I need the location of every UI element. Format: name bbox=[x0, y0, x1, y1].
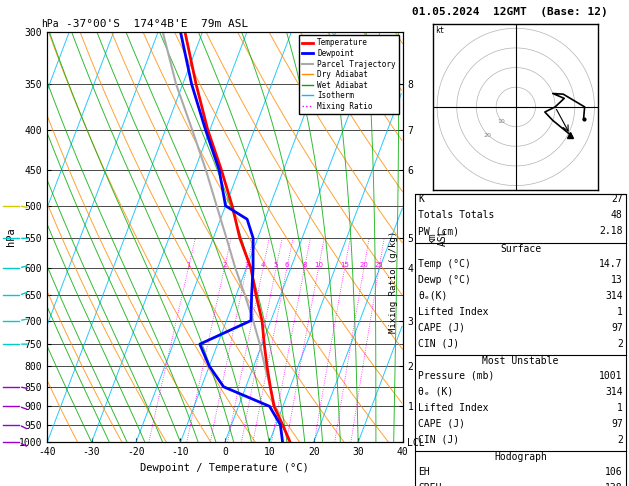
Legend: Temperature, Dewpoint, Parcel Trajectory, Dry Adiabat, Wet Adiabat, Isotherm, Mi: Temperature, Dewpoint, Parcel Trajectory… bbox=[299, 35, 399, 114]
Text: 1: 1 bbox=[617, 307, 623, 317]
Text: 2: 2 bbox=[617, 435, 623, 445]
Text: hPa: hPa bbox=[41, 19, 58, 29]
Text: 1001: 1001 bbox=[599, 371, 623, 381]
Y-axis label: km
ASL: km ASL bbox=[426, 228, 448, 246]
Text: Hodograph: Hodograph bbox=[494, 452, 547, 463]
Text: 97: 97 bbox=[611, 419, 623, 429]
Text: Dewp (°C): Dewp (°C) bbox=[418, 275, 471, 285]
Text: 138: 138 bbox=[605, 483, 623, 486]
Text: Most Unstable: Most Unstable bbox=[482, 356, 559, 366]
Text: Surface: Surface bbox=[500, 244, 541, 254]
Text: kt: kt bbox=[435, 26, 444, 35]
Text: EH: EH bbox=[418, 467, 430, 477]
Text: 20: 20 bbox=[484, 133, 491, 138]
Text: CAPE (J): CAPE (J) bbox=[418, 419, 465, 429]
Text: 314: 314 bbox=[605, 291, 623, 301]
Text: 01.05.2024  12GMT  (Base: 12): 01.05.2024 12GMT (Base: 12) bbox=[412, 7, 608, 17]
Text: 25: 25 bbox=[375, 262, 384, 268]
Text: θₑ(K): θₑ(K) bbox=[418, 291, 448, 301]
Text: K: K bbox=[418, 194, 424, 205]
Text: Totals Totals: Totals Totals bbox=[418, 210, 494, 221]
Text: CAPE (J): CAPE (J) bbox=[418, 323, 465, 333]
Text: SREH: SREH bbox=[418, 483, 442, 486]
Text: PW (cm): PW (cm) bbox=[418, 226, 459, 237]
Y-axis label: hPa: hPa bbox=[6, 227, 16, 246]
Text: 4: 4 bbox=[261, 262, 265, 268]
Text: 14.7: 14.7 bbox=[599, 259, 623, 269]
Text: 8: 8 bbox=[303, 262, 307, 268]
Text: 48: 48 bbox=[611, 210, 623, 221]
Text: Mixing Ratio (g/kg): Mixing Ratio (g/kg) bbox=[389, 231, 398, 333]
Text: Lifted Index: Lifted Index bbox=[418, 403, 489, 413]
Text: CIN (J): CIN (J) bbox=[418, 435, 459, 445]
Text: 6: 6 bbox=[285, 262, 289, 268]
Text: 27: 27 bbox=[611, 194, 623, 205]
Text: 5: 5 bbox=[274, 262, 278, 268]
Text: Pressure (mb): Pressure (mb) bbox=[418, 371, 494, 381]
Text: -37°00'S  174°4B'E  79m ASL: -37°00'S 174°4B'E 79m ASL bbox=[66, 19, 248, 29]
Text: 106: 106 bbox=[605, 467, 623, 477]
Text: θₑ (K): θₑ (K) bbox=[418, 387, 454, 397]
Text: 1: 1 bbox=[186, 262, 191, 268]
Text: Temp (°C): Temp (°C) bbox=[418, 259, 471, 269]
Text: 1: 1 bbox=[617, 403, 623, 413]
Text: 13: 13 bbox=[611, 275, 623, 285]
Text: CIN (J): CIN (J) bbox=[418, 339, 459, 349]
Text: 2.18: 2.18 bbox=[599, 226, 623, 237]
Text: 2: 2 bbox=[222, 262, 226, 268]
Text: Lifted Index: Lifted Index bbox=[418, 307, 489, 317]
X-axis label: Dewpoint / Temperature (°C): Dewpoint / Temperature (°C) bbox=[140, 463, 309, 473]
Text: 15: 15 bbox=[340, 262, 349, 268]
Text: 314: 314 bbox=[605, 387, 623, 397]
Text: 3: 3 bbox=[245, 262, 249, 268]
Text: 20: 20 bbox=[359, 262, 369, 268]
Text: 2: 2 bbox=[617, 339, 623, 349]
Text: 10: 10 bbox=[498, 119, 506, 123]
Text: 10: 10 bbox=[314, 262, 323, 268]
Text: 97: 97 bbox=[611, 323, 623, 333]
